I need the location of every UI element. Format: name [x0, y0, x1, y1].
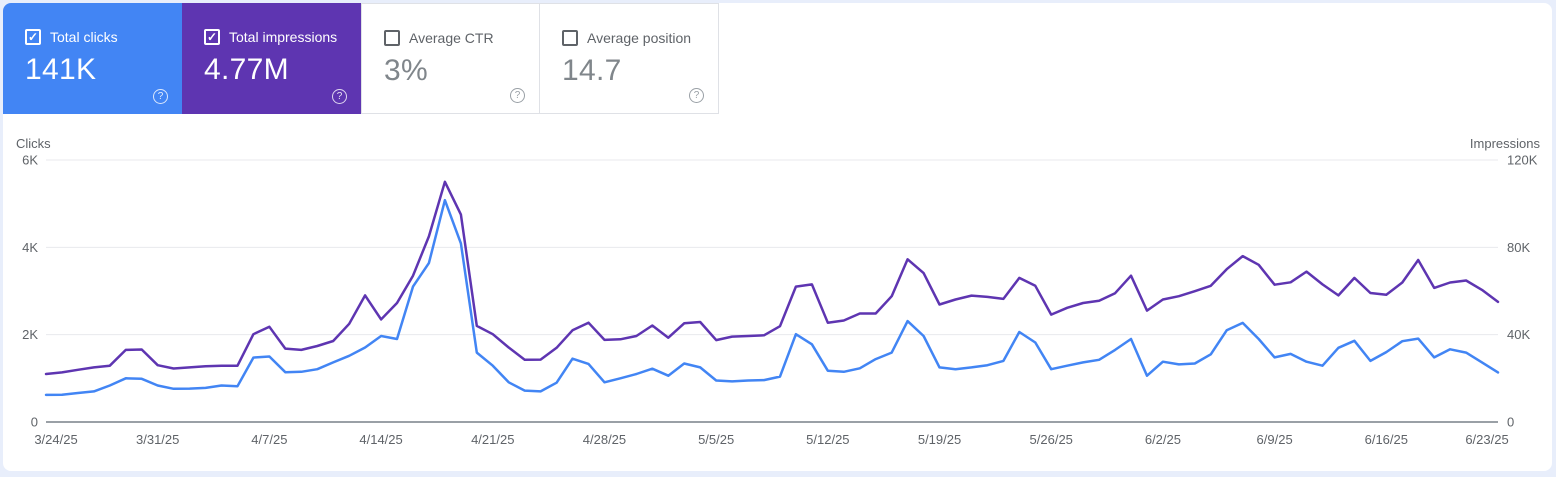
- x-axis-label: 6/23/25: [1465, 432, 1508, 447]
- total-clicks-checkbox[interactable]: ✓: [25, 29, 41, 45]
- card-average-position[interactable]: Average position 14.7 ?: [540, 3, 719, 114]
- total-impressions-value: 4.77M: [204, 53, 289, 86]
- card-label: Total impressions: [229, 29, 338, 45]
- help-icon[interactable]: ?: [153, 89, 168, 104]
- y-axis-label-right: 80K: [1507, 240, 1530, 255]
- clicks-line: [44, 198, 1500, 397]
- card-label: Average CTR: [409, 30, 494, 46]
- card-total-clicks[interactable]: ✓ Total clicks 141K ?: [3, 3, 182, 114]
- x-axis-label: 5/26/25: [1030, 432, 1073, 447]
- x-axis-label: 6/16/25: [1365, 432, 1408, 447]
- x-axis-label: 4/28/25: [583, 432, 626, 447]
- metric-cards-row: ✓ Total clicks 141K ? ✓ Total impression…: [3, 3, 719, 114]
- x-axis-label: 4/14/25: [359, 432, 402, 447]
- x-axis-label: 4/21/25: [471, 432, 514, 447]
- x-axis-label: 3/24/25: [34, 432, 77, 447]
- x-axis-label: 6/9/25: [1257, 432, 1293, 447]
- x-axis-label: 3/31/25: [136, 432, 179, 447]
- card-label: Total clicks: [50, 29, 118, 45]
- x-axis-label: 6/2/25: [1145, 432, 1181, 447]
- help-icon[interactable]: ?: [689, 88, 704, 103]
- average-ctr-value: 3%: [384, 54, 428, 87]
- card-average-ctr[interactable]: Average CTR 3% ?: [361, 3, 540, 114]
- y-axis-label-left: 2K: [22, 327, 38, 342]
- x-axis-label: 4/7/25: [251, 432, 287, 447]
- card-label: Average position: [587, 30, 692, 46]
- card-header: Average position: [562, 30, 718, 46]
- right-axis-title: Impressions: [1470, 136, 1541, 151]
- left-axis-title: Clicks: [16, 136, 51, 151]
- y-axis-label-left: 4K: [22, 240, 38, 255]
- average-position-value: 14.7: [562, 54, 622, 87]
- y-axis-label-left: 0: [31, 415, 38, 430]
- card-header: ✓ Total clicks: [25, 29, 182, 45]
- average-ctr-checkbox[interactable]: [384, 30, 400, 46]
- help-icon[interactable]: ?: [332, 89, 347, 104]
- total-impressions-checkbox[interactable]: ✓: [204, 29, 220, 45]
- card-total-impressions[interactable]: ✓ Total impressions 4.77M ?: [182, 3, 361, 114]
- performance-panel: ✓ Total clicks 141K ? ✓ Total impression…: [3, 3, 1552, 471]
- x-axis-label: 5/12/25: [806, 432, 849, 447]
- card-header: Average CTR: [384, 30, 539, 46]
- performance-time-series-chart[interactable]: 0 0 2K 40K 4K 80K 6K 120K Clicks Impressions 3/24/…: [0, 125, 1556, 470]
- impressions-line: [44, 180, 1500, 376]
- average-position-checkbox[interactable]: [562, 30, 578, 46]
- y-axis-label-right: 0: [1507, 415, 1514, 430]
- x-axis-label: 5/5/25: [698, 432, 734, 447]
- help-icon[interactable]: ?: [510, 88, 525, 103]
- card-header: ✓ Total impressions: [204, 29, 361, 45]
- y-axis-label-left: 6K: [22, 153, 38, 168]
- total-clicks-value: 141K: [25, 53, 97, 86]
- y-axis-label-right: 40K: [1507, 327, 1530, 342]
- x-axis-label: 5/19/25: [918, 432, 961, 447]
- y-axis-label-right: 120K: [1507, 153, 1538, 168]
